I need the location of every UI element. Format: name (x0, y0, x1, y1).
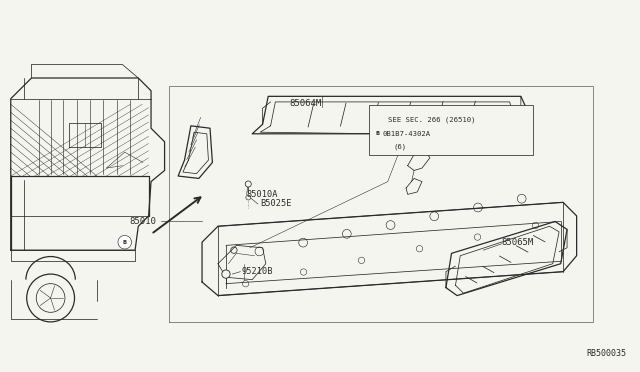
Text: RB500035: RB500035 (587, 349, 627, 358)
Circle shape (245, 181, 252, 187)
Text: 85064M: 85064M (290, 99, 322, 108)
Text: (6): (6) (394, 143, 406, 150)
Circle shape (118, 235, 131, 249)
FancyBboxPatch shape (369, 105, 533, 154)
Text: 85010A: 85010A (246, 190, 278, 199)
Text: 0B1B7-4302A: 0B1B7-4302A (382, 131, 430, 137)
Text: B: B (376, 131, 380, 136)
Text: 85065M: 85065M (502, 238, 534, 247)
Circle shape (246, 195, 251, 200)
Text: SEE SEC. 266 (26510): SEE SEC. 266 (26510) (388, 117, 476, 124)
Text: B5025E: B5025E (260, 199, 292, 208)
Circle shape (372, 128, 383, 140)
Text: 85010: 85010 (130, 217, 157, 226)
Circle shape (222, 270, 230, 278)
Text: 95210B: 95210B (242, 267, 273, 276)
Text: B: B (123, 240, 127, 245)
